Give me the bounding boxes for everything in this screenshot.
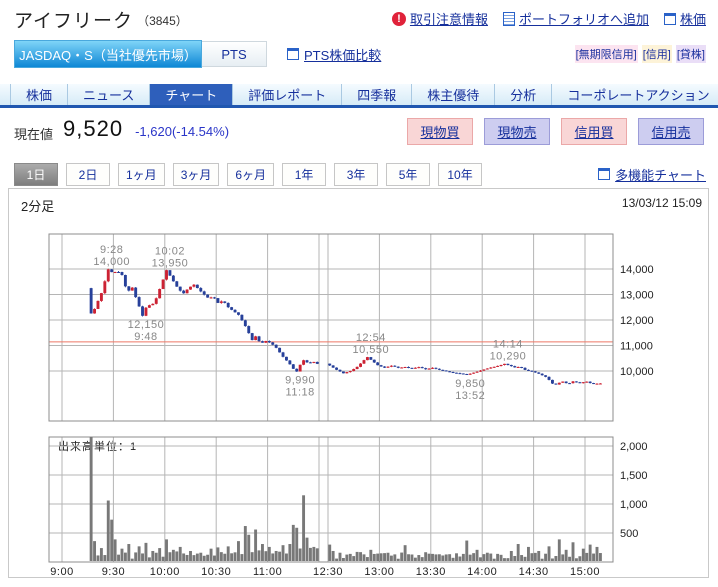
nav-tab-2[interactable]: チャート (150, 84, 234, 105)
nav-tab-4[interactable]: 四季報 (342, 84, 413, 105)
nav-tab-3[interactable]: 評価レポート (233, 84, 343, 105)
credit-tag-0: [無期限信用] (574, 45, 638, 63)
trade-button-label-0: 現物買 (420, 125, 460, 140)
market-tab-row: JASDAQ・S（当社優先市場） PTS PTS株価比較 [無期限信用] [信用]… (14, 40, 706, 68)
period-tab-5[interactable]: 1年 (282, 162, 327, 186)
svg-text:14,000: 14,000 (620, 264, 654, 276)
header-link-label-2[interactable]: 株価 (679, 12, 706, 27)
chart-panel: 2分足 13/03/12 15:09 出来高単位：1 10,000 11,000 1… (8, 188, 709, 578)
stock-chart: 10,000 11,000 12,000 13,000 14,000 500 1,000 1,… (48, 233, 654, 577)
svg-text:13:30: 13:30 (416, 566, 446, 577)
svg-text:14:14: 14:14 (493, 339, 523, 351)
credit-tag-1: [信用] (641, 45, 672, 63)
trade-button-2[interactable]: 信用買 (561, 118, 627, 145)
header-link-label-1[interactable]: ポートフォリオへ追加 (518, 12, 649, 27)
svg-text:13:00: 13:00 (364, 566, 394, 577)
credit-tag-2: [貸株] (675, 45, 706, 63)
credit-tags: [無期限信用] [信用] [貸株] (574, 45, 706, 63)
window-icon (287, 48, 299, 60)
svg-text:10,290: 10,290 (490, 351, 527, 363)
period-tab-7[interactable]: 5年 (386, 162, 431, 186)
current-price-label: 現在値 (14, 127, 54, 142)
svg-text:9,990: 9,990 (285, 374, 315, 386)
pts-compare-link[interactable]: PTS株価比較 (304, 47, 382, 63)
nav-tab-6[interactable]: 分析 (495, 84, 553, 105)
trade-button-label-3: 信用売 (651, 125, 691, 140)
alert-icon: ! (391, 11, 406, 26)
period-tab-0[interactable]: 1日 (14, 162, 58, 186)
svg-text:12:54: 12:54 (356, 332, 386, 344)
window-icon (598, 168, 611, 180)
svg-text:10,550: 10,550 (353, 344, 390, 356)
nav-tab-0[interactable]: 株価 (10, 84, 69, 105)
trade-button-label-1: 現物売 (497, 125, 537, 140)
svg-text:15:00: 15:00 (570, 566, 600, 577)
period-tab-8[interactable]: 10年 (438, 162, 483, 186)
portfolio-doc-icon (502, 11, 515, 26)
trade-button-1[interactable]: 現物売 (484, 118, 550, 145)
page-header: アイフリーク （3845） ! 取引注意情報 ポートフォリオへ追加 株価 (14, 6, 706, 33)
period-tab-row: 1日 2日 1ヶ月 3ヶ月 6ヶ月 1年 3年 5年 10年 多機能チャート (14, 162, 706, 186)
market-tab-pts[interactable]: PTS (202, 41, 267, 67)
period-tab-6[interactable]: 3年 (334, 162, 379, 186)
stock-name: アイフリーク (14, 11, 134, 32)
svg-text:9:00: 9:00 (50, 566, 73, 577)
period-tab-2[interactable]: 1ヶ月 (118, 162, 165, 186)
svg-text:12:30: 12:30 (313, 566, 343, 577)
header-link-0: ! 取引注意情報 (391, 9, 488, 28)
period-tab-3[interactable]: 3ヶ月 (172, 162, 220, 186)
chart-timestamp: 13/03/12 15:09 (621, 196, 702, 210)
svg-text:13,950: 13,950 (152, 257, 189, 269)
multi-chart-link[interactable]: 多機能チャート (615, 167, 706, 183)
price-row: 現在値 9,520 -1,620(-14.54%) 現物買 現物売 信用買 信用売 (14, 116, 704, 145)
period-tab-1[interactable]: 2日 (66, 162, 110, 186)
multi-chart-link-wrap: 多機能チャート (598, 165, 706, 184)
svg-text:10,000: 10,000 (620, 366, 654, 378)
current-price-value: 9,520 (63, 116, 124, 141)
svg-text:2,000: 2,000 (620, 441, 648, 453)
svg-text:11,000: 11,000 (620, 341, 653, 353)
svg-text:12,000: 12,000 (620, 315, 654, 327)
nav-tab-bar: 株価 ニュース チャート 評価レポート 四季報 株主優待 分析 コーポレートアクション (0, 84, 718, 108)
header-link-1: ポートフォリオへ追加 (502, 9, 649, 28)
svg-text:13:52: 13:52 (455, 390, 485, 402)
svg-text:14:30: 14:30 (519, 566, 549, 577)
svg-text:9,850: 9,850 (455, 378, 485, 390)
header-link-2: 株価 (663, 9, 706, 28)
svg-text:14,000: 14,000 (93, 256, 130, 268)
svg-text:9:28: 9:28 (100, 244, 123, 256)
svg-text:11:00: 11:00 (253, 566, 282, 577)
period-tab-4[interactable]: 6ヶ月 (227, 162, 275, 186)
svg-text:500: 500 (620, 528, 638, 540)
svg-text:12,150: 12,150 (128, 319, 165, 331)
timeframe-label: 2分足 (21, 199, 55, 214)
svg-text:9:30: 9:30 (102, 566, 125, 577)
svg-text:11:18: 11:18 (286, 386, 315, 398)
window-icon (663, 12, 676, 25)
svg-text:14:00: 14:00 (467, 566, 497, 577)
svg-text:1,000: 1,000 (620, 499, 648, 511)
nav-tab-7[interactable]: コーポレートアクション (552, 84, 718, 105)
trade-button-label-2: 信用買 (574, 125, 614, 140)
svg-text:9:48: 9:48 (134, 331, 157, 343)
pts-compare-link-wrap: PTS株価比較 (287, 45, 381, 64)
trade-button-0[interactable]: 現物買 (407, 118, 473, 145)
market-tab-jasdaq[interactable]: JASDAQ・S（当社優先市場） (14, 40, 202, 68)
stock-code: （3845） (137, 14, 188, 28)
price-change: -1,620(-14.54%) (135, 124, 230, 139)
header-links: ! 取引注意情報 ポートフォリオへ追加 株価 (391, 9, 706, 28)
svg-text:10:00: 10:00 (150, 566, 180, 577)
nav-tab-1[interactable]: ニュース (68, 84, 151, 105)
nav-tab-5[interactable]: 株主優待 (412, 84, 496, 105)
svg-text:1,500: 1,500 (620, 470, 648, 482)
trade-buttons: 現物買 現物売 信用買 信用売 (407, 118, 704, 145)
svg-text:10:30: 10:30 (201, 566, 231, 577)
header-link-label-0[interactable]: 取引注意情報 (409, 12, 488, 27)
svg-text:10:02: 10:02 (155, 245, 185, 257)
svg-text:13,000: 13,000 (620, 290, 654, 302)
trade-button-3[interactable]: 信用売 (638, 118, 704, 145)
